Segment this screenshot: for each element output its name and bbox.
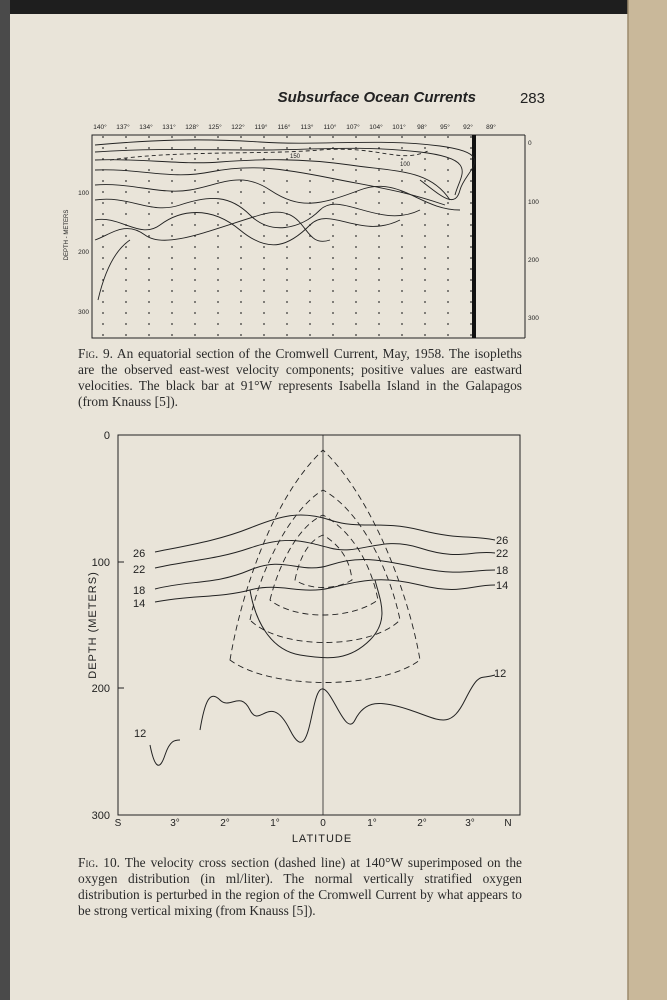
x-tick-label: N <box>504 818 511 829</box>
x-tick-label: 2° <box>220 818 230 829</box>
x-tick-label: 0 <box>320 818 326 829</box>
isoline-label: 18 <box>133 585 145 597</box>
y-tick-label: 100 <box>92 557 110 569</box>
longitude-label: 113° <box>301 123 314 131</box>
longitude-label: 101° <box>392 123 406 131</box>
longitude-label: 116° <box>278 123 291 131</box>
fig10-caption-label: Fig. 10. <box>78 855 121 870</box>
longitude-label: 92° <box>463 123 473 131</box>
isoline <box>154 579 496 603</box>
longitude-label: 131° <box>162 123 176 131</box>
y-tick-label: 300 <box>92 810 110 822</box>
depth-tick-label: 300 <box>78 309 89 316</box>
isoline <box>154 558 496 590</box>
longitude-label: 125° <box>208 123 222 131</box>
fig9-caption-text: An equatorial section of the Cromwell Cu… <box>78 346 522 409</box>
page-stack <box>628 0 667 1000</box>
x-tick-label: 3° <box>465 818 475 829</box>
isoline-label: 22 <box>496 548 508 560</box>
longitude-label: 128° <box>185 123 199 131</box>
fig10-caption: Fig. 10. The velocity cross section (das… <box>78 855 522 919</box>
x-tick-label: 1° <box>367 818 377 829</box>
longitude-label: 89° <box>486 123 496 131</box>
contour-label: 100 <box>400 162 411 168</box>
longitude-label: 104° <box>369 123 383 131</box>
x-tick-label: 1° <box>270 818 280 829</box>
y-tick-label: 0 <box>104 430 110 442</box>
y-tick-label: 200 <box>92 683 110 695</box>
isabella-island-bar <box>472 135 476 338</box>
depth-tick-label: 300 <box>528 315 539 322</box>
fig9-isopleths <box>94 139 476 301</box>
longitude-label: 107° <box>346 123 360 131</box>
depth-tick-label: 200 <box>78 249 89 256</box>
isopleth <box>94 147 463 196</box>
isopleth <box>94 198 421 229</box>
isoline <box>249 579 383 659</box>
isopleth <box>94 167 446 206</box>
isoline-label: 12 <box>494 668 506 680</box>
x-tick-label: 3° <box>170 818 180 829</box>
contour-label: 150 <box>290 154 301 160</box>
x-tick-label: 2° <box>417 818 427 829</box>
longitude-label: 137° <box>116 123 130 131</box>
depth-axis-label: DEPTH - METERS <box>64 210 70 261</box>
depth-tick-label: 100 <box>528 199 539 206</box>
isotach <box>294 534 353 588</box>
oxygen-isolines <box>149 514 496 766</box>
binding-shadow <box>0 0 10 1000</box>
isopleth <box>94 179 461 211</box>
isoline-label: 22 <box>133 564 145 576</box>
isopleth <box>94 212 401 246</box>
isopleth <box>97 239 131 301</box>
depth-tick-label: 0 <box>528 140 532 147</box>
figure-9: 140° 137° 134° 131° 128° 125° 122° 119° 116° 113°… <box>64 123 539 339</box>
isoline-label: 14 <box>133 598 145 610</box>
depth-tick-label: 200 <box>528 257 539 264</box>
isotach <box>249 489 401 643</box>
x-tick-label: S <box>115 818 122 829</box>
isopleth <box>94 211 331 242</box>
figure-10: 0 100 200 300 S 3° 2° 1° 0 1° 2° 3° N LATITUDE DEPTH (… <box>87 430 521 845</box>
isotach <box>229 449 421 683</box>
fig9-caption-label: Fig. 9. <box>78 346 113 361</box>
velocity-isotachs <box>229 449 421 683</box>
fig10-caption-text: The velocity cross section (dashed line)… <box>78 855 522 918</box>
longitude-label: 134° <box>139 123 153 131</box>
isoline <box>154 514 496 553</box>
fig9-caption: Fig. 9. An equatorial section of the Cro… <box>78 346 522 410</box>
fig9-frame <box>91 134 476 339</box>
longitude-label: 110° <box>324 123 337 131</box>
longitude-label: 95° <box>440 123 450 131</box>
isoline-label: 14 <box>496 580 508 592</box>
isoline-label: 26 <box>496 535 508 547</box>
isoline-label: 18 <box>496 565 508 577</box>
depth-tick-label: 100 <box>78 190 89 197</box>
running-title: Subsurface Ocean Currents <box>278 89 476 106</box>
longitude-label: 98° <box>417 123 427 131</box>
isoline-label: 26 <box>133 548 145 560</box>
fig10-frame <box>117 434 521 816</box>
longitude-label: 140° <box>93 123 107 131</box>
isoline-label: 12 <box>134 728 146 740</box>
page-number: 283 <box>520 90 545 107</box>
isopleth <box>94 159 451 201</box>
isopleth <box>94 139 476 201</box>
isopleth <box>109 148 431 161</box>
y-axis-label: DEPTH (METERS) <box>87 571 99 679</box>
longitude-label: 119° <box>255 123 268 131</box>
isoline <box>149 739 181 766</box>
book-cover-edge <box>0 0 640 14</box>
isoline <box>199 674 496 743</box>
isoline <box>154 540 496 569</box>
longitude-label: 122° <box>231 123 245 131</box>
x-axis-label: LATITUDE <box>292 833 352 845</box>
